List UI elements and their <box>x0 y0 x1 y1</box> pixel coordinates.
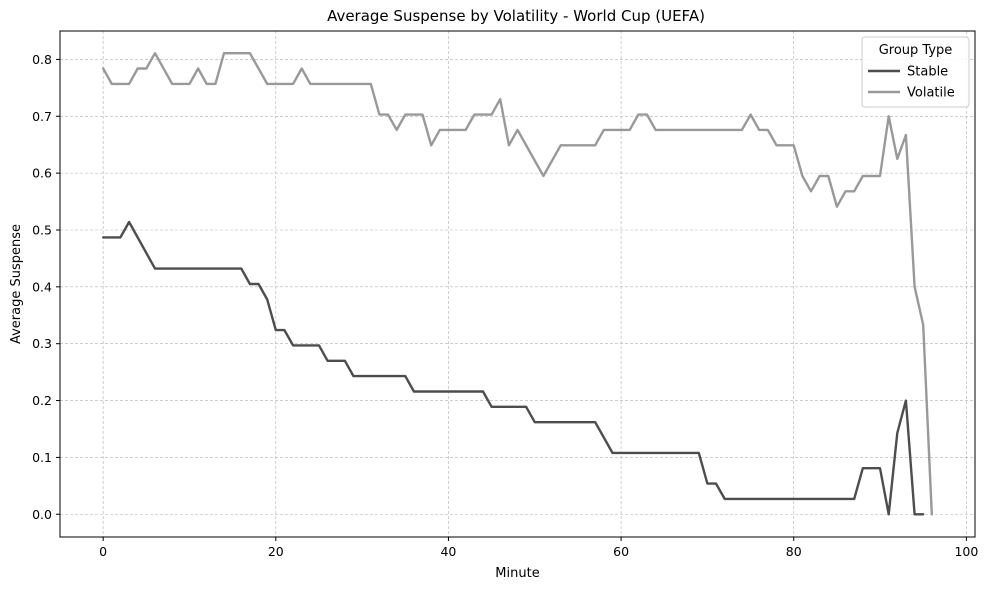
y-tick-label: 0.4 <box>32 279 52 294</box>
x-tick-label: 80 <box>786 544 802 559</box>
x-axis-label: Minute <box>495 566 539 581</box>
y-tick-label: 0.3 <box>32 336 52 351</box>
y-tick-label: 0.8 <box>32 52 52 67</box>
y-tick-label: 0.5 <box>32 222 52 237</box>
y-tick-label: 0.6 <box>32 166 52 181</box>
grid <box>60 31 975 537</box>
axis-ticks: 0 20 40 60 80 100 0.0 0.1 0.2 0.3 0.4 0.5 0.6 0.7 0.8 <box>32 52 978 559</box>
y-axis-label: Average Suspense <box>9 224 24 344</box>
x-tick-label: 40 <box>440 544 456 559</box>
y-tick-label: 0.2 <box>32 393 52 408</box>
series-line-volatile <box>101 52 933 516</box>
chart-title: Average Suspense by Volatility - World C… <box>327 7 705 25</box>
x-tick-label: 0 <box>99 544 107 559</box>
y-tick-label: 0.0 <box>32 507 52 522</box>
series-lines <box>101 52 933 516</box>
x-tick-label: 60 <box>613 544 629 559</box>
plot-area-frame <box>59 30 976 538</box>
series-line-stable <box>101 220 925 516</box>
y-tick-label: 0.7 <box>32 109 52 124</box>
x-tick-label: 20 <box>268 544 284 559</box>
legend-box <box>861 36 970 108</box>
legend-label-volatile: Volatile <box>907 86 955 101</box>
legend-title: Group Type <box>879 43 953 58</box>
legend-items: Stable Volatile <box>868 65 955 101</box>
legend-label-stable: Stable <box>907 65 948 80</box>
y-tick-label: 0.1 <box>32 450 52 465</box>
legend: Group Type Stable Volatile <box>861 36 970 108</box>
x-tick-label: 100 <box>954 544 978 559</box>
